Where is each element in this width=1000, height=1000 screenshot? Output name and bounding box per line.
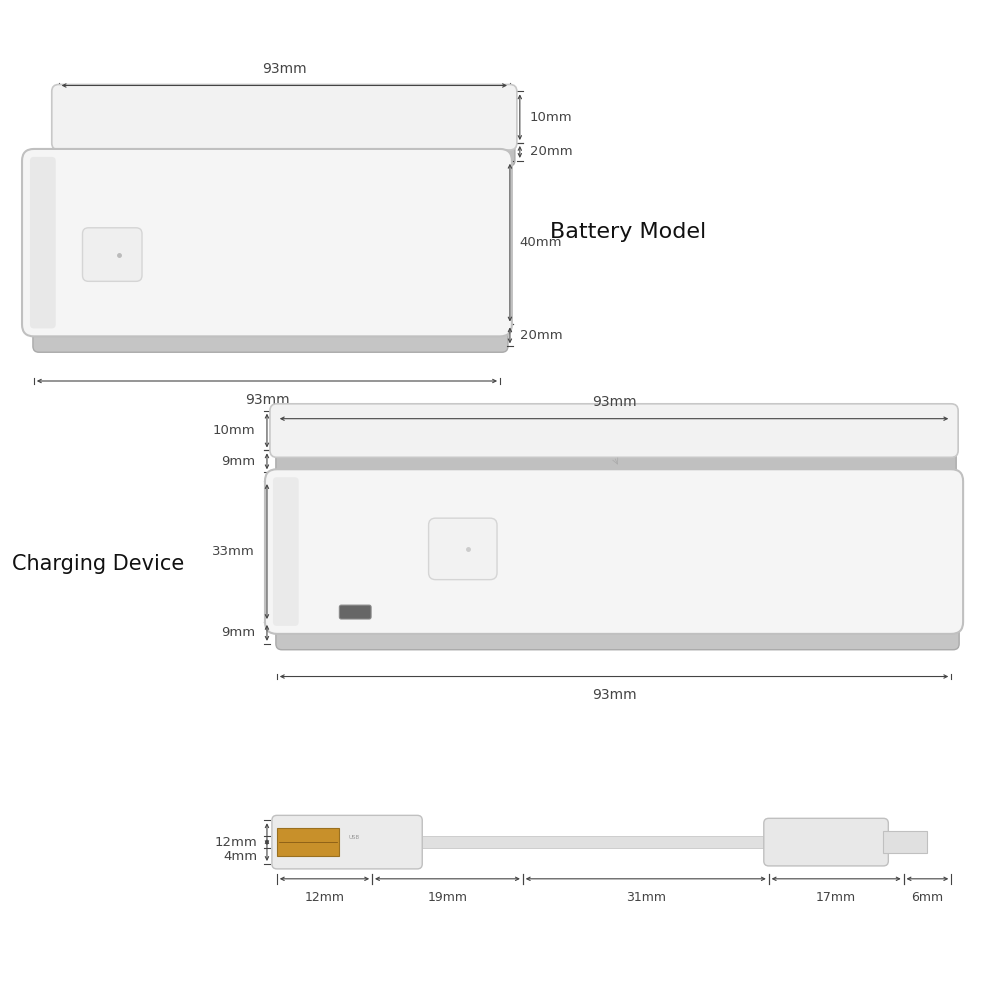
Text: USB: USB [349, 835, 360, 840]
FancyBboxPatch shape [52, 84, 517, 150]
Text: 9mm: 9mm [221, 455, 255, 468]
Text: 40mm: 40mm [520, 236, 562, 249]
Bar [417, 836, 769, 848]
FancyBboxPatch shape [429, 518, 497, 580]
Text: 20mm: 20mm [530, 145, 572, 158]
Text: 12mm: 12mm [214, 836, 257, 849]
Text: 6mm: 6mm [911, 891, 943, 904]
FancyBboxPatch shape [764, 818, 888, 866]
FancyBboxPatch shape [273, 477, 299, 626]
Bar [883, 831, 927, 853]
FancyBboxPatch shape [272, 815, 422, 869]
Text: 4mm: 4mm [223, 850, 257, 863]
Text: 33mm: 33mm [212, 545, 255, 558]
FancyBboxPatch shape [270, 404, 958, 457]
FancyBboxPatch shape [339, 605, 371, 619]
Text: 93mm: 93mm [262, 62, 307, 76]
Bar [277, 828, 339, 856]
FancyBboxPatch shape [33, 313, 508, 352]
FancyBboxPatch shape [265, 469, 963, 634]
FancyBboxPatch shape [22, 149, 512, 336]
FancyBboxPatch shape [58, 131, 515, 166]
FancyBboxPatch shape [30, 157, 56, 328]
Text: 93mm: 93mm [592, 688, 636, 702]
Text: 12mm: 12mm [304, 891, 344, 904]
FancyBboxPatch shape [276, 610, 959, 650]
Text: 93mm: 93mm [592, 395, 636, 409]
Text: 10mm: 10mm [212, 424, 255, 437]
FancyBboxPatch shape [83, 228, 142, 281]
Text: 31mm: 31mm [626, 891, 666, 904]
Text: 10mm: 10mm [530, 111, 572, 124]
Text: 19mm: 19mm [427, 891, 467, 904]
FancyBboxPatch shape [276, 442, 956, 477]
Text: 9mm: 9mm [221, 626, 255, 639]
Text: Battery Model: Battery Model [550, 222, 706, 242]
Text: 20mm: 20mm [520, 329, 562, 342]
Text: Charging Device: Charging Device [12, 554, 184, 574]
Text: 93mm: 93mm [245, 393, 289, 407]
Text: 17mm: 17mm [816, 891, 856, 904]
